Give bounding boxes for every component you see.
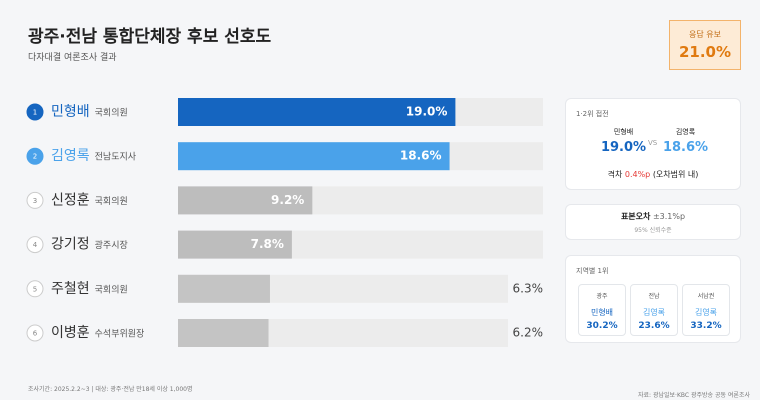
region: 서남권: [697, 293, 715, 300]
value-label: 7.8%: [251, 237, 284, 251]
candidate-name: 민형배: [51, 104, 90, 120]
undecided-box: 응답 유보 21.0%: [669, 20, 741, 70]
value-label: 19.0%: [406, 105, 448, 119]
first-value: 19.0%: [600, 140, 647, 155]
undecided-value: 21.0%: [678, 43, 732, 61]
region-name: 민형배: [590, 308, 614, 317]
vs: VS: [648, 139, 658, 147]
value-label: 6.2%: [513, 326, 544, 340]
rank: 3: [33, 197, 37, 205]
gap-label: 격차: [607, 170, 623, 179]
rank: 5: [33, 285, 37, 293]
bar: [178, 230, 292, 259]
bar: [178, 274, 270, 303]
candidate-role: 수석부위원장: [95, 329, 145, 340]
candidate-name: 김영록: [51, 148, 90, 164]
candidate-name: 강기정: [51, 237, 90, 253]
top2-card: 1·2위 접전 민형배 19.0% VS 김영록 18.6% 격차 0.4%p …: [565, 98, 741, 190]
rank-badge: [26, 236, 44, 254]
regions-title: 지역별 1위: [576, 267, 609, 275]
region-name: 김영록: [642, 308, 666, 317]
rank: 2: [33, 153, 37, 161]
candidate-role: 광주시장: [95, 239, 128, 251]
candidate-role: 국회의원: [95, 196, 128, 207]
region-box: 광주 민형배 30.2%: [578, 284, 626, 336]
bar: [178, 142, 450, 171]
bar: [178, 98, 456, 126]
bar: [178, 319, 269, 347]
margin-label: 표본오차: [620, 212, 651, 221]
region-value: 23.6%: [638, 321, 670, 331]
first-name: 민형배: [613, 128, 634, 136]
rank: 4: [33, 241, 38, 249]
rank-badge: [26, 103, 44, 121]
candidate-role: 전남도지사: [95, 152, 137, 163]
gap: 0.4%p: [624, 170, 651, 179]
footer-source: 자료: 광남일보·KBC 광주방송 공동 여론조사: [637, 392, 750, 399]
rank-badge: [26, 147, 44, 165]
gap-note: (오차범위 내): [652, 170, 699, 179]
rank: 6: [33, 330, 38, 338]
region-value: 30.2%: [586, 321, 618, 331]
value-label: 18.6%: [400, 149, 442, 163]
rank-badge: [26, 280, 44, 298]
title: 광주·전남 통합단체장 후보 선호도: [28, 27, 272, 47]
rank: 1: [33, 109, 37, 117]
top2-title: 1·2위 접전: [576, 110, 609, 118]
undecided-label: 응답 유보: [689, 30, 721, 39]
rank-badge: [26, 191, 44, 209]
region-box: 전남 김영록 23.6%: [630, 284, 678, 336]
region: 광주: [596, 293, 608, 300]
region-name: 김영록: [694, 308, 718, 317]
candidate-name: 주철현: [51, 281, 90, 297]
margin-note: 95% 신뢰수준: [634, 227, 672, 234]
margin-card: 표본오차 ±3.1%p 95% 신뢰수준: [565, 204, 741, 240]
bar: [178, 186, 313, 215]
region-box: 서남권 김영록 33.2%: [682, 284, 730, 336]
candidate-name: 신정훈: [51, 192, 90, 208]
region-value: 33.2%: [690, 321, 722, 331]
rank-badge: [26, 324, 44, 342]
candidate-role: 국회의원: [95, 284, 128, 295]
footer-period: 조사기간: 2025.2.2~3 | 대상: 광주·전남 만18세 이상 1,0…: [28, 386, 193, 393]
regions-card: 지역별 1위 광주 민형배 30.2% 전남 김영록 23.6% 서남권 김영록 3…: [565, 255, 741, 343]
subtitle: 다자대결 여론조사 결과: [28, 53, 117, 63]
second-value: 18.6%: [662, 140, 709, 155]
region: 전남: [648, 293, 660, 300]
value-label: 6.3%: [513, 281, 544, 295]
value-label: 9.2%: [271, 193, 304, 207]
second-name: 김영록: [675, 128, 696, 136]
margin-value: ±3.1%p: [652, 212, 686, 221]
candidate-name: 이병훈: [51, 325, 90, 341]
candidate-role: 국회의원: [95, 108, 128, 119]
chart: 1 민형배 국회의원 19.0%2 김영록 전남도지사 18.6%3 신정훈 국회의원 9.2%4…: [26, 98, 544, 347]
